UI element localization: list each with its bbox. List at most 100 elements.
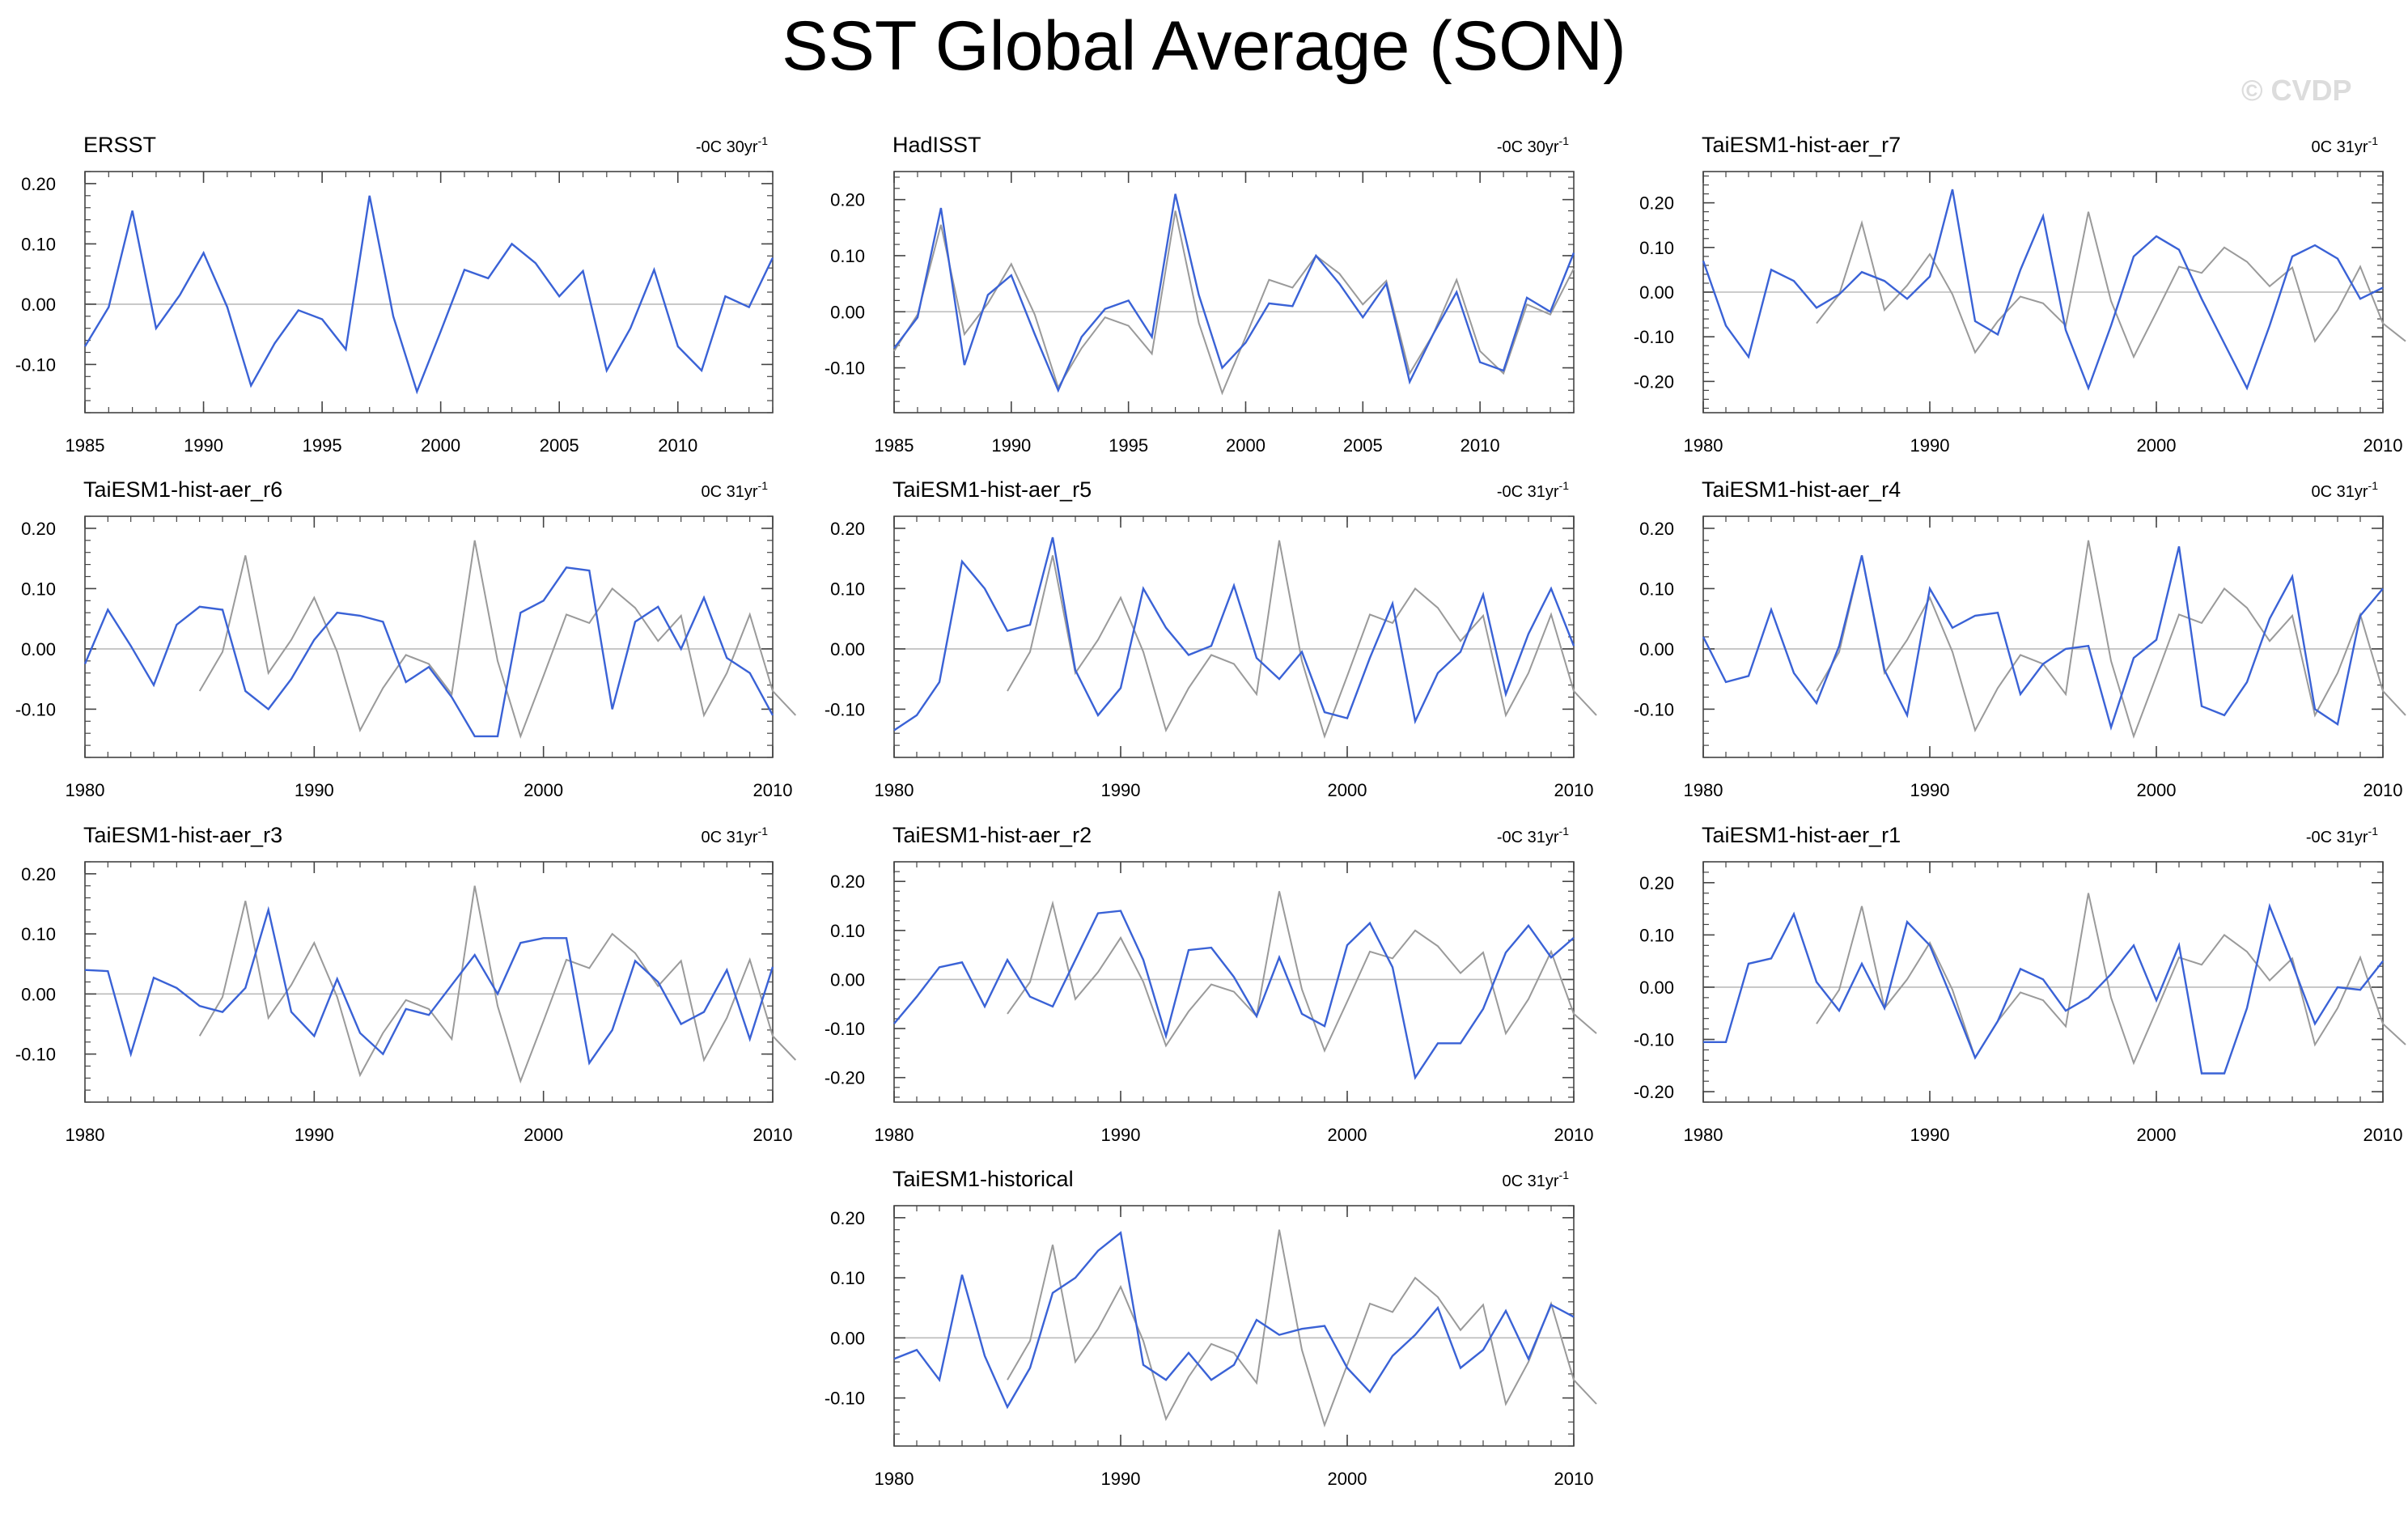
y-tick-label: -0.10 (1634, 1030, 1674, 1050)
x-tick-label: 1990 (1101, 780, 1141, 800)
x-tick-label: 2010 (1460, 435, 1500, 456)
x-tick-label: 2000 (1226, 435, 1265, 456)
x-tick-label: 2010 (753, 1125, 793, 1145)
y-tick-label: -0.10 (825, 699, 865, 719)
y-tick-label: -0.10 (15, 1045, 56, 1065)
y-tick-label: 0.20 (1639, 873, 1674, 893)
y-tick-label: -0.10 (15, 699, 56, 719)
y-tick-label: 0.00 (1639, 978, 1674, 998)
x-tick-label: 2000 (524, 1125, 563, 1145)
x-tick-label: 2005 (1343, 435, 1383, 456)
trend-annotation: -0C 31yr-1 (1497, 825, 1569, 846)
x-tick-label: 1980 (1684, 1125, 1723, 1145)
y-tick-label: 0.20 (830, 1208, 865, 1228)
x-tick-label: 2000 (2137, 780, 2177, 800)
y-tick-label: 0.10 (21, 579, 56, 599)
y-tick-label: 0.00 (21, 295, 56, 315)
y-tick-label: -0.10 (1634, 699, 1674, 719)
y-tick-label: 0.20 (21, 519, 56, 539)
series-line-taiesm1-hist-aer_r6 (83, 566, 774, 738)
y-tick-label: 0.20 (1639, 193, 1674, 214)
x-tick-label: 1990 (991, 435, 1031, 456)
y-tick-label: -0.10 (1634, 327, 1674, 347)
y-tick-label: 0.20 (21, 864, 56, 884)
x-tick-label: 1990 (184, 435, 223, 456)
plot-frame (893, 1205, 1575, 1447)
plot-frame (893, 171, 1575, 413)
x-tick-label: 1990 (1910, 435, 1950, 456)
panel-title: ERSST (83, 133, 156, 157)
y-tick-label: 0.10 (21, 924, 56, 944)
x-tick-label: 2000 (2137, 1125, 2177, 1145)
series-line-taiesm1-hist-aer_r2 (893, 910, 1575, 1080)
y-tick-label: 0.00 (21, 984, 56, 1004)
y-tick-label: 0.10 (1639, 238, 1674, 258)
trend-annotation: -0C 31yr-1 (2306, 825, 2378, 846)
x-tick-label: 1980 (1684, 435, 1723, 456)
y-tick-label: -0.10 (825, 1389, 865, 1409)
y-tick-label: 0.20 (830, 872, 865, 892)
panel-title: HadISST (892, 133, 981, 157)
x-tick-label: 1990 (1101, 1469, 1141, 1489)
series-line-taiesm1-hist-aer_r3 (84, 905, 774, 1066)
x-tick-label: 1980 (875, 1125, 914, 1145)
series-line-ersst (198, 885, 797, 1084)
series-line-ersst (83, 195, 774, 395)
x-tick-label: 1990 (1101, 1125, 1141, 1145)
y-tick-label: 0.00 (830, 1328, 865, 1348)
y-tick-label: 0.20 (1639, 519, 1674, 539)
panel-title: TaiESM1-hist-aer_r4 (1702, 477, 1901, 502)
series-line-taiesm1-hist-aer_r1 (1703, 902, 2384, 1075)
series-line-ersst (1816, 540, 2406, 740)
series-line-taiesm1-historical (893, 1231, 1575, 1410)
x-tick-label: 2010 (753, 780, 793, 800)
x-tick-label: 2010 (2363, 780, 2403, 800)
x-tick-label: 1995 (303, 435, 342, 456)
y-tick-label: -0.20 (1634, 371, 1674, 392)
panel-title: TaiESM1-hist-aer_r1 (1702, 823, 1901, 847)
x-tick-label: 1985 (66, 435, 105, 456)
series-line-ersst (1007, 540, 1597, 740)
series-line-taiesm1-hist-aer_r5 (893, 536, 1575, 732)
panel-title: TaiESM1-hist-aer_r5 (892, 477, 1092, 502)
y-tick-label: -0.20 (825, 1068, 865, 1088)
y-tick-label: 0.10 (830, 921, 865, 941)
trend-annotation: 0C 31yr-1 (2312, 479, 2379, 501)
x-tick-label: 1980 (1684, 780, 1723, 800)
x-tick-label: 2010 (1554, 1469, 1594, 1489)
trend-annotation: 0C 31yr-1 (2312, 134, 2379, 156)
series-line-hadisst (893, 193, 1575, 393)
panel-title: TaiESM1-hist-aer_r7 (1702, 133, 1901, 157)
x-tick-label: 1980 (66, 1125, 105, 1145)
y-tick-label: 0.20 (21, 174, 56, 194)
panel-title: TaiESM1-historical (892, 1167, 1074, 1191)
y-tick-label: 0.10 (1639, 579, 1674, 599)
x-tick-label: 2000 (421, 435, 460, 456)
y-tick-label: 0.00 (21, 639, 56, 659)
x-tick-label: 2000 (1328, 780, 1367, 800)
x-tick-label: 2010 (1554, 1125, 1594, 1145)
y-tick-label: -0.20 (1634, 1082, 1674, 1102)
series-line-ersst (1816, 211, 2406, 359)
x-tick-label: 1980 (875, 1469, 914, 1489)
x-tick-label: 1990 (1910, 780, 1950, 800)
x-tick-label: 2000 (2137, 435, 2177, 456)
y-tick-label: 0.00 (1639, 639, 1674, 659)
y-tick-label: 0.20 (830, 519, 865, 539)
x-tick-label: 1985 (875, 435, 914, 456)
y-tick-label: 0.00 (830, 639, 865, 659)
x-tick-label: 2000 (1328, 1125, 1367, 1145)
y-tick-label: 0.10 (830, 1268, 865, 1288)
x-tick-label: 1980 (875, 780, 914, 800)
trend-annotation: 0C 31yr-1 (1503, 1168, 1570, 1190)
x-tick-label: 2010 (1554, 780, 1594, 800)
x-tick-label: 1990 (295, 1125, 334, 1145)
panel-title: TaiESM1-hist-aer_r3 (83, 823, 282, 847)
y-tick-label: 0.00 (1639, 282, 1674, 303)
x-tick-label: 2000 (524, 780, 563, 800)
